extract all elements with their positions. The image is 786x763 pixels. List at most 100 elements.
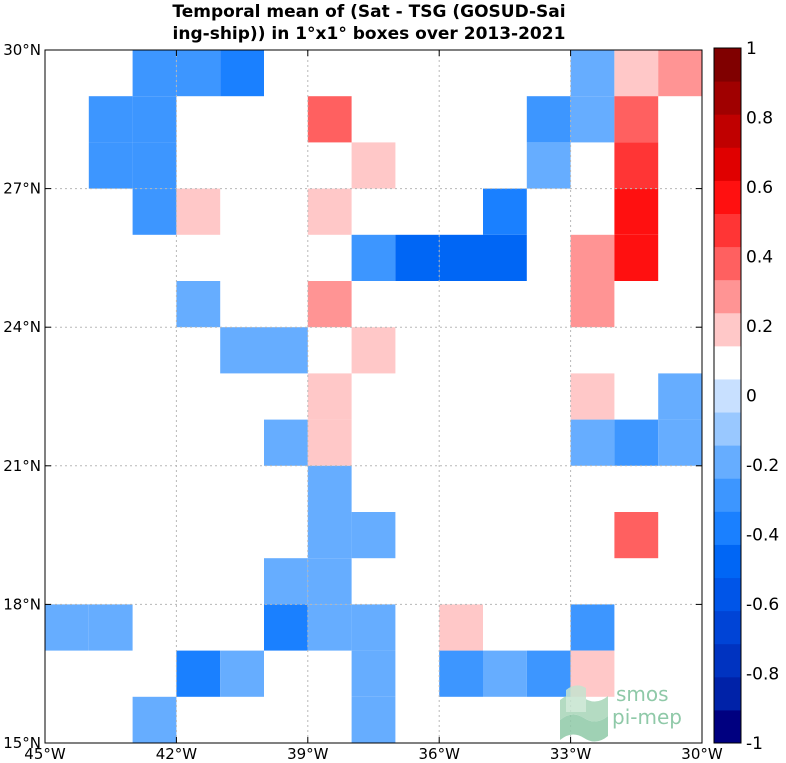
- heatmap-cell: [132, 188, 177, 235]
- heatmap-cell: [570, 604, 615, 651]
- x-tick-label: 30°W: [681, 745, 723, 763]
- heatmap-cell: [614, 419, 659, 466]
- chart-title-line-1: Temporal mean of (Sat - TSG (GOSUD-Sai: [172, 2, 565, 22]
- colorbar-tick-label: -1: [746, 734, 763, 754]
- heatmap-cell: [351, 142, 396, 189]
- heatmap-cell: [395, 234, 440, 281]
- colorbar-segment: [714, 378, 741, 413]
- heatmap-cell: [526, 650, 571, 697]
- colorbar-segment: [714, 147, 741, 181]
- heatmap-cell: [658, 419, 702, 466]
- heatmap-cell: [307, 604, 352, 651]
- heatmap-cell: [307, 465, 352, 512]
- heatmap-cell: [570, 281, 615, 328]
- heatmap-cell: [132, 96, 177, 143]
- heatmap-cell: [307, 281, 352, 328]
- heatmap-cell: [351, 327, 396, 374]
- colorbar-segment: [714, 345, 741, 380]
- heatmap-cell: [307, 512, 352, 559]
- heatmap-cell: [307, 558, 352, 605]
- heatmap-cell: [264, 327, 308, 374]
- logo-text-pi-mep: pi-mep: [612, 705, 682, 729]
- heatmap-cell: [351, 696, 396, 743]
- y-tick-label: 27°N: [3, 180, 41, 198]
- colorbar: [713, 47, 742, 744]
- colorbar-tick-label: 0.2: [746, 317, 773, 337]
- y-axis-ticks: 30°N 27°N 24°N 21°N 18°N 15°N: [3, 41, 702, 752]
- chart-title-line-2: ing-ship)) in 1°x1° boxes over 2013-2021: [173, 24, 566, 44]
- heatmap-cell: [307, 96, 352, 143]
- colorbar-tick-label: -0.6: [746, 595, 779, 615]
- heatmap-cell: [307, 419, 352, 466]
- colorbar-tick-label: 1: [746, 39, 757, 59]
- heatmap-cell: [570, 96, 615, 143]
- colorbar-tick-label: 0.6: [746, 178, 773, 198]
- colorbar-segment: [714, 180, 741, 214]
- colorbar-segment: [714, 676, 741, 711]
- x-tick-label: 36°W: [418, 745, 460, 763]
- plot-frame: [44, 49, 703, 744]
- colorbar-segment: [714, 412, 741, 446]
- heatmap-cell: [614, 234, 659, 281]
- colorbar-segment: [714, 610, 741, 645]
- heatmap-cell: [264, 604, 308, 651]
- x-axis-ticks: 45°W 42°W 39°W 36°W 33°W 30°W: [24, 50, 723, 763]
- heatmap-cell: [614, 512, 659, 559]
- colorbar-segment: [714, 279, 741, 314]
- heatmap-cell: [483, 234, 527, 281]
- heatmap-cell: [526, 142, 571, 189]
- y-tick-label: 30°N: [3, 41, 41, 59]
- heatmap-cell: [658, 50, 702, 97]
- colorbar-frame: [713, 47, 742, 744]
- y-tick-label: 15°N: [3, 734, 41, 752]
- colorbar-segment: [714, 478, 741, 512]
- heatmap-cell: [220, 327, 264, 374]
- heatmap-cell: [526, 96, 571, 143]
- colorbar-segment: [714, 445, 741, 479]
- heatmap-cell: [439, 234, 483, 281]
- x-tick-label: 45°W: [24, 745, 66, 763]
- heatmap-cell: [351, 650, 396, 697]
- colorbar-segment: [714, 709, 741, 744]
- heatmap-cell: [45, 604, 89, 651]
- heatmap-cell: [176, 281, 221, 328]
- colorbar-segment: [714, 48, 741, 82]
- colorbar-segment: [714, 643, 741, 678]
- colorbar-tick-label: -0.8: [746, 665, 779, 685]
- colorbar-segment: [714, 246, 741, 281]
- heatmap-cell: [176, 50, 221, 97]
- heatmap-cell: [307, 188, 352, 235]
- colorbar-tick-label: -0.4: [746, 526, 779, 546]
- colorbar-segment: [714, 511, 741, 545]
- heatmap-cell: [88, 142, 133, 189]
- heatmap-cell: [176, 188, 221, 235]
- heatmap-cell: [483, 650, 527, 697]
- colorbar-segment: [714, 81, 741, 115]
- heatmap-cell: [614, 50, 659, 97]
- y-tick-label: 21°N: [3, 457, 41, 475]
- colorbar-segment: [714, 544, 741, 579]
- logo-text-smos: smos: [616, 682, 669, 706]
- heatmap-cell: [220, 50, 264, 97]
- x-tick-label: 42°W: [156, 745, 198, 763]
- heatmap-cell: [614, 96, 659, 143]
- heatmap-cell: [220, 650, 264, 697]
- heatmap-cell: [307, 373, 352, 420]
- heatmap-cell: [439, 650, 483, 697]
- heatmap-cell: [483, 188, 527, 235]
- heatmap-cell: [351, 234, 396, 281]
- heatmap-cell: [570, 234, 615, 281]
- heatmap-cell: [264, 419, 308, 466]
- y-tick-label: 18°N: [3, 595, 41, 613]
- heatmap-cell: [351, 604, 396, 651]
- heatmap-cell: [614, 188, 659, 235]
- heatmap-cell: [351, 512, 396, 559]
- heatmap-cell: [88, 96, 133, 143]
- y-tick-label: 24°N: [3, 318, 41, 336]
- colorbar-ticks: 1 0.8 0.6 0.4 0.2 0 -0.2 -0.4 -0.6 -0.8 -1: [746, 39, 779, 754]
- heatmap-cells: [45, 50, 702, 743]
- heatmap-cell: [264, 558, 308, 605]
- heatmap-cell: [614, 142, 659, 189]
- heatmap-cell: [132, 50, 177, 97]
